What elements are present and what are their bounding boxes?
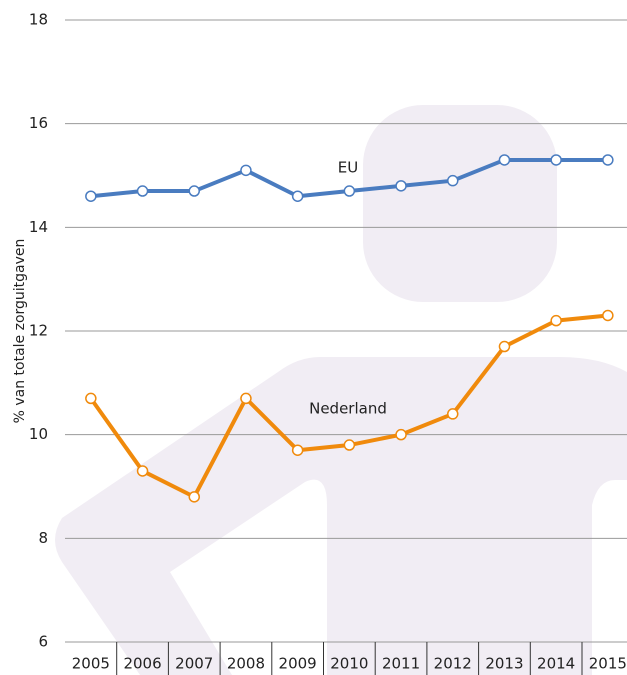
data-point [448, 176, 458, 186]
data-point [603, 310, 613, 320]
data-point [551, 316, 561, 326]
chart: % van totale zorguitgaven EU Nederland 6… [0, 0, 627, 675]
x-tick-label: 2015 [589, 655, 627, 673]
series-label: Nederland [309, 400, 387, 418]
data-point [603, 155, 613, 165]
y-tick-label: 10 [29, 425, 48, 443]
data-point [138, 186, 148, 196]
y-tick-label: 8 [38, 529, 48, 547]
data-point [499, 155, 509, 165]
x-tick-label: 2009 [279, 655, 317, 673]
y-tick-label: 18 [29, 11, 48, 29]
x-tick-label: 2007 [175, 655, 213, 673]
x-tick-label: 2010 [330, 655, 368, 673]
figure-head [363, 105, 557, 302]
y-tick-label: 14 [29, 218, 48, 236]
data-point [551, 155, 561, 165]
data-point [396, 181, 406, 191]
data-point [499, 342, 509, 352]
x-tick-label: 2005 [72, 655, 110, 673]
x-tick-label: 2011 [382, 655, 420, 673]
data-point [344, 186, 354, 196]
data-point [448, 409, 458, 419]
y-tick-label: 16 [29, 114, 48, 132]
data-point [138, 466, 148, 476]
x-tick-label: 2014 [537, 655, 575, 673]
data-point [86, 393, 96, 403]
y-tick-label: 12 [29, 322, 48, 340]
y-tick-label: 6 [38, 633, 48, 651]
data-point [293, 191, 303, 201]
data-point [344, 440, 354, 450]
x-tick-label: 2006 [123, 655, 161, 673]
x-tick-label: 2013 [485, 655, 523, 673]
data-point [189, 492, 199, 502]
x-tick-label: 2008 [227, 655, 265, 673]
data-point [189, 186, 199, 196]
y-axis-label: % van totale zorguitgaven [12, 239, 28, 424]
data-point [86, 191, 96, 201]
series-label: EU [338, 159, 358, 177]
data-point [396, 430, 406, 440]
data-point [293, 445, 303, 455]
x-tick-label: 2012 [434, 655, 472, 673]
data-point [241, 165, 251, 175]
data-point [241, 393, 251, 403]
